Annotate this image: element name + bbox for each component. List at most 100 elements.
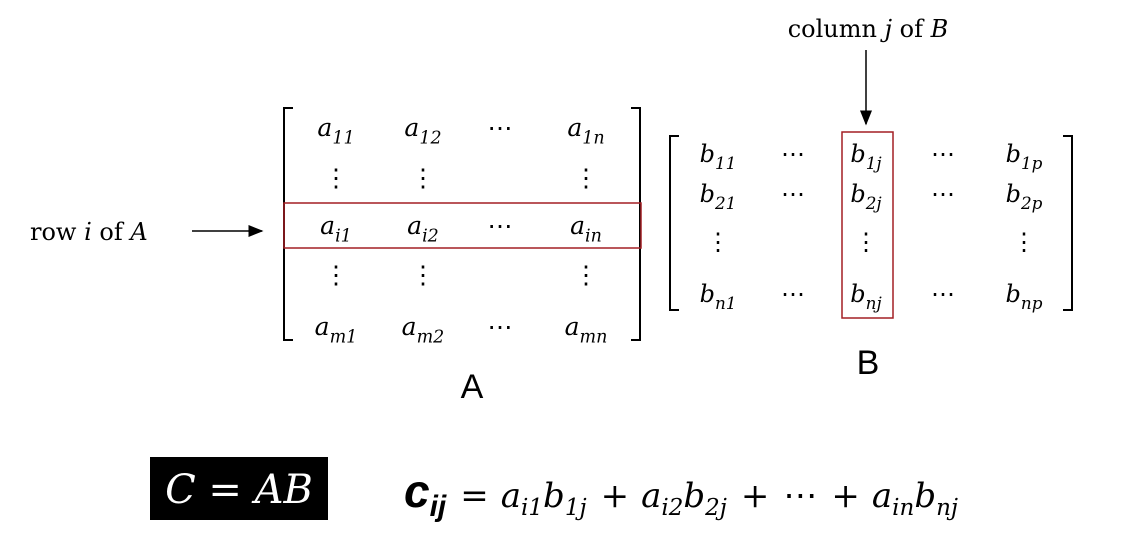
bracket-left-b — [669, 135, 679, 311]
column-highlight — [841, 131, 894, 319]
entry-sub: 2p — [1020, 193, 1043, 213]
row-highlight — [283, 202, 642, 249]
label: row i of A — [30, 218, 148, 246]
entry-base: b — [700, 280, 715, 308]
formula-sub: in — [892, 495, 914, 521]
entry-base: b — [1006, 280, 1021, 308]
formula-base: a — [872, 476, 892, 516]
entry-base: a — [402, 312, 417, 341]
entry: bnp — [1006, 280, 1043, 313]
symbol: ⋮ — [324, 260, 349, 289]
matrix-name: B — [857, 344, 880, 382]
symbol: ⋮ — [574, 260, 599, 289]
entry-sub: m2 — [417, 328, 445, 348]
formula-lhs-base: c — [404, 465, 430, 517]
entry-sub: 21 — [714, 193, 736, 213]
entry: am1 — [315, 312, 358, 348]
symbol: ⋮ — [411, 163, 436, 192]
entry-base: a — [404, 113, 419, 142]
definition-box — [150, 457, 328, 520]
entry: ai2 — [407, 211, 439, 247]
entry-sub: m1 — [330, 328, 358, 348]
entry-sub: nj — [866, 293, 882, 313]
entry: b21 — [700, 180, 737, 213]
label-part: i — [84, 218, 92, 246]
symbol: ⋮ — [324, 163, 349, 192]
symbol: ⋮ — [574, 163, 599, 192]
entry: b2p — [1006, 180, 1043, 213]
formula-base: b — [543, 476, 565, 516]
symbol: ⋯ — [488, 312, 513, 341]
entry: bn1 — [700, 280, 737, 313]
entry: a11 — [317, 113, 354, 149]
label-part: B — [930, 15, 949, 43]
entry-sub: mn — [580, 328, 608, 348]
bracket-right-a — [631, 107, 641, 341]
formula-base: a — [641, 476, 661, 516]
entry-base: a — [565, 312, 580, 341]
entry: b2j — [850, 180, 881, 213]
formula: cij = ai1b1j + ai2b2j + ⋯ + ainbnj — [404, 465, 958, 523]
entry: ain — [570, 211, 602, 247]
bracket-left-a — [283, 107, 293, 341]
entry-sub: 1j — [866, 153, 882, 173]
entry-base: a — [567, 113, 582, 142]
entry: a1n — [567, 113, 604, 149]
entry-sub: i1 — [335, 227, 352, 247]
entry-base: b — [850, 140, 865, 168]
matrix-name: A — [461, 368, 484, 406]
entry-sub: 12 — [419, 129, 441, 149]
formula-sub: i2 — [661, 495, 683, 521]
entry-sub: i2 — [422, 227, 439, 247]
symbol: ⋯ — [488, 113, 513, 142]
entry-sub: 11 — [715, 153, 736, 173]
symbol: ⋮ — [706, 228, 730, 256]
entry-base: a — [315, 312, 330, 341]
formula-symbol: = — [460, 476, 489, 516]
entry-base: a — [570, 211, 585, 240]
bracket-right-b — [1063, 135, 1073, 311]
formula-sub: 1j — [565, 495, 587, 521]
entry: am2 — [402, 312, 445, 348]
formula-base: b — [914, 476, 936, 516]
entry-base: b — [850, 280, 865, 308]
label-part: column — [788, 15, 885, 43]
entry-sub: n1 — [715, 293, 737, 313]
entry: bnj — [850, 280, 881, 313]
entry: a12 — [404, 113, 441, 149]
symbol: ⋯ — [781, 180, 805, 208]
entry-base: b — [700, 180, 715, 208]
entry-base: b — [1006, 180, 1021, 208]
entry-sub: 11 — [332, 129, 354, 149]
entry-sub: 1n — [582, 129, 604, 149]
label-part: row — [30, 218, 84, 246]
entry-base: b — [1006, 140, 1021, 168]
symbol: ⋯ — [931, 180, 955, 208]
entry-sub: 1p — [1021, 153, 1043, 173]
symbol: ⋮ — [1012, 228, 1036, 256]
entry-base: b — [850, 180, 865, 208]
label: column j of B — [788, 15, 949, 43]
symbol: ⋯ — [781, 140, 805, 168]
entry-sub: np — [1021, 293, 1043, 313]
formula-lhs-sub: ij — [430, 490, 447, 523]
formula-sub: i1 — [521, 495, 543, 521]
symbol: ⋮ — [411, 260, 436, 289]
formula-symbol: + — [601, 476, 630, 516]
entry: ai1 — [320, 211, 352, 247]
entry-base: a — [317, 113, 332, 142]
symbol: ⋯ — [488, 211, 513, 240]
entry-sub: in — [585, 227, 602, 247]
entry-base: a — [320, 211, 335, 240]
symbol: ⋮ — [854, 228, 878, 256]
entry: b1j — [850, 140, 881, 173]
definition: C = AB — [165, 467, 313, 513]
formula-sub: nj — [936, 495, 958, 521]
entry-base: b — [700, 140, 715, 168]
label-part: of — [92, 218, 131, 246]
symbol: ⋯ — [781, 280, 805, 308]
label-part: A — [128, 218, 147, 246]
entry-sub: 2j — [865, 193, 882, 213]
formula-symbol: + — [831, 476, 860, 516]
